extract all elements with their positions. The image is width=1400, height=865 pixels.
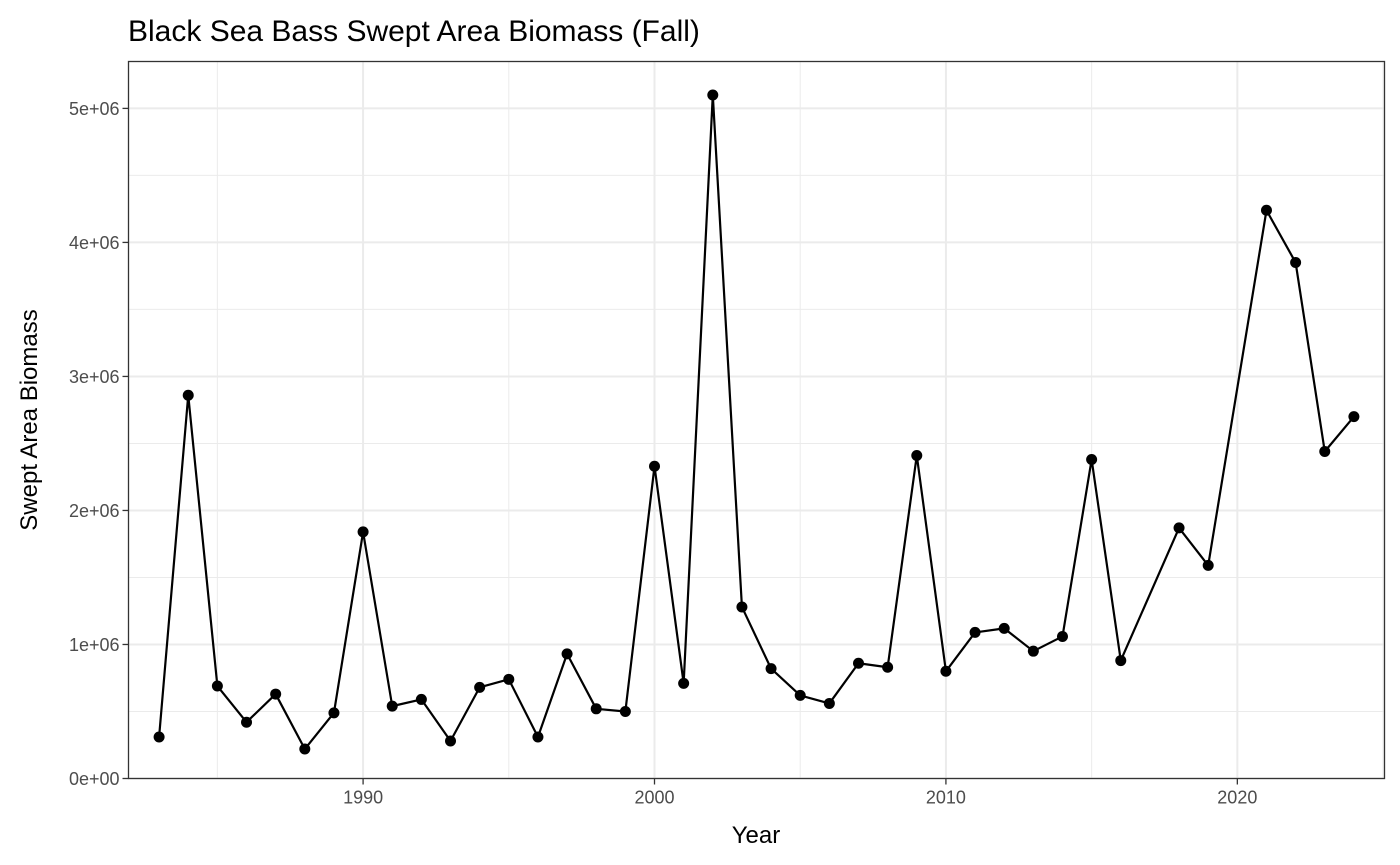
data-point: [1290, 257, 1302, 269]
data-point: [153, 731, 165, 743]
data-point: [474, 681, 486, 693]
plot-panel: [128, 61, 1385, 779]
data-point: [852, 657, 864, 669]
data-point: [328, 707, 340, 719]
y-axis: 0e+00 1e+06 2e+06 3e+06 4e+06 5e+06: [69, 99, 129, 789]
data-point: [182, 389, 194, 401]
data-point: [765, 663, 777, 675]
panel-border: [127, 60, 1386, 780]
x-tick-label: 1990: [343, 788, 383, 808]
data-point: [736, 601, 748, 613]
data-point: [998, 622, 1010, 634]
x-axis-title: Year: [732, 822, 781, 849]
data-point: [1115, 655, 1127, 667]
x-axis: 1990 2000 2010 2020: [343, 778, 1257, 808]
data-point: [1173, 522, 1185, 534]
x-tick-label: 2000: [634, 788, 674, 808]
data-point: [445, 735, 457, 747]
y-axis-title: Swept Area Biomass: [16, 309, 43, 530]
y-tick-label: 3e+06: [69, 367, 120, 387]
data-point: [707, 89, 719, 101]
data-point: [1260, 204, 1272, 216]
data-point: [211, 680, 223, 692]
data-point: [969, 626, 981, 638]
data-point: [1202, 559, 1214, 571]
data-point: [1086, 454, 1098, 466]
y-tick-label: 1e+06: [69, 635, 120, 655]
data-point: [415, 693, 427, 705]
data-point: [649, 460, 661, 472]
data-point: [1056, 630, 1068, 642]
data-point: [678, 677, 690, 689]
y-tick-label: 2e+06: [69, 501, 120, 521]
data-point: [270, 688, 282, 700]
data-point: [503, 673, 515, 685]
data-point: [241, 716, 253, 728]
series-line: [158, 93, 1355, 751]
y-tick-label: 0e+00: [69, 769, 120, 789]
data-point: [1319, 445, 1331, 457]
x-tick-label: 2010: [926, 788, 966, 808]
data-point: [532, 731, 544, 743]
y-tick-label: 5e+06: [69, 99, 120, 119]
data-point: [299, 743, 311, 755]
data-point: [940, 665, 952, 677]
data-point: [823, 697, 835, 709]
chart-title: Black Sea Bass Swept Area Biomass (Fall): [128, 15, 700, 48]
grid-minor: [128, 61, 1385, 779]
data-point: [1348, 411, 1360, 423]
data-point: [357, 526, 369, 538]
x-tick-label: 2020: [1217, 788, 1257, 808]
data-point: [882, 661, 894, 673]
data-point: [561, 648, 573, 660]
data-points: [153, 89, 1360, 755]
y-tick-label: 4e+06: [69, 233, 120, 253]
data-point: [386, 700, 398, 712]
data-point: [590, 703, 602, 715]
data-point: [794, 689, 806, 701]
data-point: [619, 705, 631, 717]
data-point: [911, 450, 923, 462]
data-point: [1027, 645, 1039, 657]
